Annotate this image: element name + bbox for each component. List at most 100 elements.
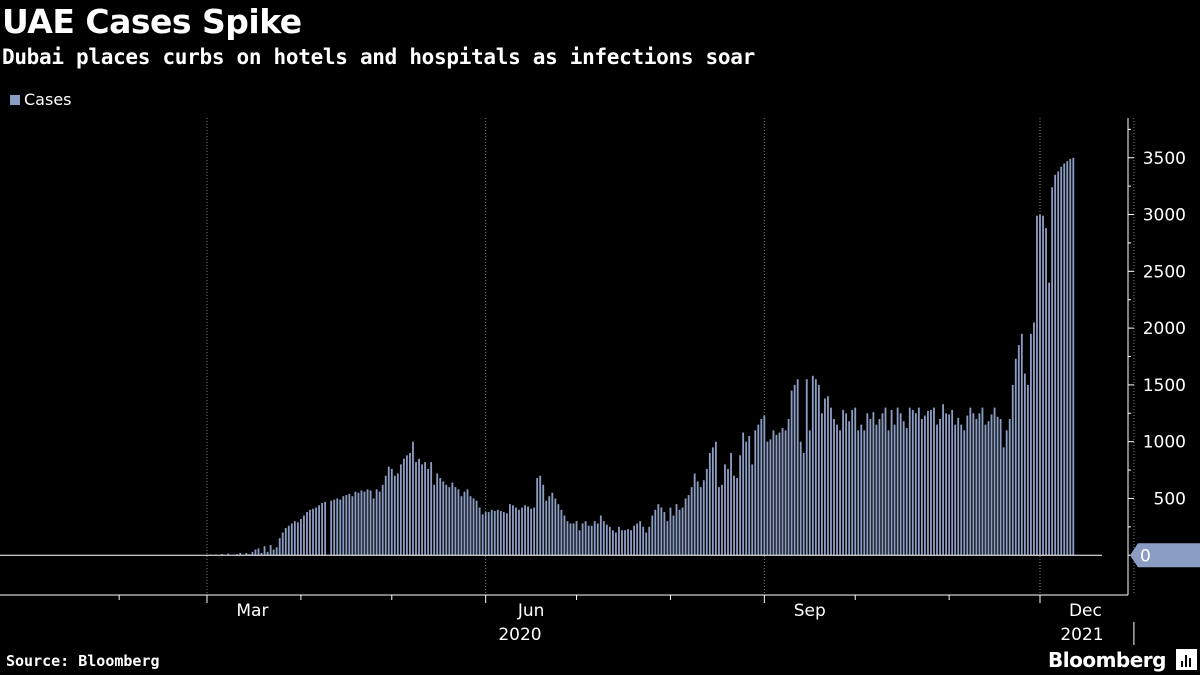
bar	[257, 548, 260, 556]
bar	[663, 512, 666, 556]
chart-title: UAE Cases Spike	[2, 2, 302, 41]
bar	[384, 475, 387, 556]
bar	[496, 509, 499, 556]
bar	[784, 430, 787, 556]
bar	[318, 505, 320, 556]
bar	[821, 413, 823, 556]
bar	[802, 453, 805, 556]
last-value-tag	[1130, 543, 1200, 568]
bar	[902, 421, 905, 556]
bar	[421, 464, 423, 556]
bar	[390, 468, 393, 556]
bar	[808, 430, 811, 556]
bar	[605, 524, 608, 556]
bar	[387, 466, 390, 556]
bar	[675, 504, 678, 556]
bar	[621, 530, 623, 556]
bar	[433, 484, 436, 556]
bar	[272, 549, 275, 556]
bar	[548, 496, 551, 556]
bar	[678, 509, 681, 556]
bar	[381, 484, 384, 556]
bar	[542, 484, 545, 556]
bar	[718, 487, 720, 556]
bar	[684, 498, 687, 556]
bar	[372, 498, 375, 556]
bar	[1060, 166, 1063, 556]
x-tick-label: Mar	[236, 601, 268, 621]
bar	[830, 407, 832, 556]
bar	[448, 487, 451, 556]
bar	[566, 521, 569, 556]
bar	[860, 424, 863, 556]
bar	[836, 424, 838, 556]
bar	[690, 487, 693, 556]
bar	[315, 507, 317, 556]
bar	[1051, 187, 1054, 556]
bar	[1063, 163, 1066, 556]
bar	[796, 379, 799, 556]
bar	[996, 416, 999, 556]
bar	[312, 508, 314, 556]
bar	[599, 515, 602, 556]
bar	[845, 413, 848, 556]
bar	[963, 430, 966, 556]
bar	[342, 496, 345, 556]
bar	[269, 545, 272, 556]
bar	[608, 526, 611, 556]
bar	[533, 507, 536, 556]
bar	[933, 407, 935, 556]
bar	[781, 428, 784, 556]
bar	[306, 512, 308, 556]
bar	[602, 521, 605, 556]
bar	[451, 482, 454, 556]
bar	[439, 478, 442, 556]
bar	[772, 430, 775, 556]
bar	[227, 553, 230, 556]
bar	[1057, 171, 1060, 556]
bar	[330, 500, 333, 556]
y-tick-label: 2000	[1143, 319, 1186, 339]
bar	[572, 523, 575, 556]
bar	[1069, 158, 1072, 556]
bar	[739, 455, 742, 556]
bar	[1026, 384, 1029, 556]
bar	[851, 409, 854, 556]
bar	[896, 407, 899, 556]
bar	[427, 468, 430, 556]
bar	[696, 481, 699, 556]
bar	[657, 504, 660, 556]
bar	[512, 505, 514, 556]
x-tick-label: Dec	[1069, 601, 1102, 621]
bar	[911, 409, 914, 556]
bar	[733, 475, 735, 556]
bar	[499, 510, 502, 556]
bar	[1017, 345, 1020, 556]
bar	[378, 491, 381, 556]
bar	[730, 453, 732, 556]
bar	[263, 546, 266, 556]
bar	[869, 418, 872, 556]
bar	[942, 404, 944, 556]
bar	[484, 512, 487, 556]
bar	[899, 413, 902, 556]
bar	[805, 379, 808, 556]
bar	[418, 458, 420, 556]
bar	[760, 418, 763, 556]
bar	[611, 530, 614, 556]
source-note: Source: Bloomberg	[6, 652, 160, 670]
bar	[563, 515, 566, 556]
bar	[393, 475, 396, 556]
y-tick-label: 500	[1154, 489, 1186, 509]
bar	[960, 424, 963, 556]
bar	[530, 508, 533, 556]
bar	[827, 396, 829, 556]
bar	[1008, 418, 1011, 556]
bar	[948, 414, 951, 556]
bar	[275, 547, 278, 556]
bar	[502, 512, 505, 556]
bar	[1039, 214, 1041, 556]
bar	[814, 379, 817, 556]
bar	[708, 453, 711, 556]
bar	[699, 487, 702, 556]
